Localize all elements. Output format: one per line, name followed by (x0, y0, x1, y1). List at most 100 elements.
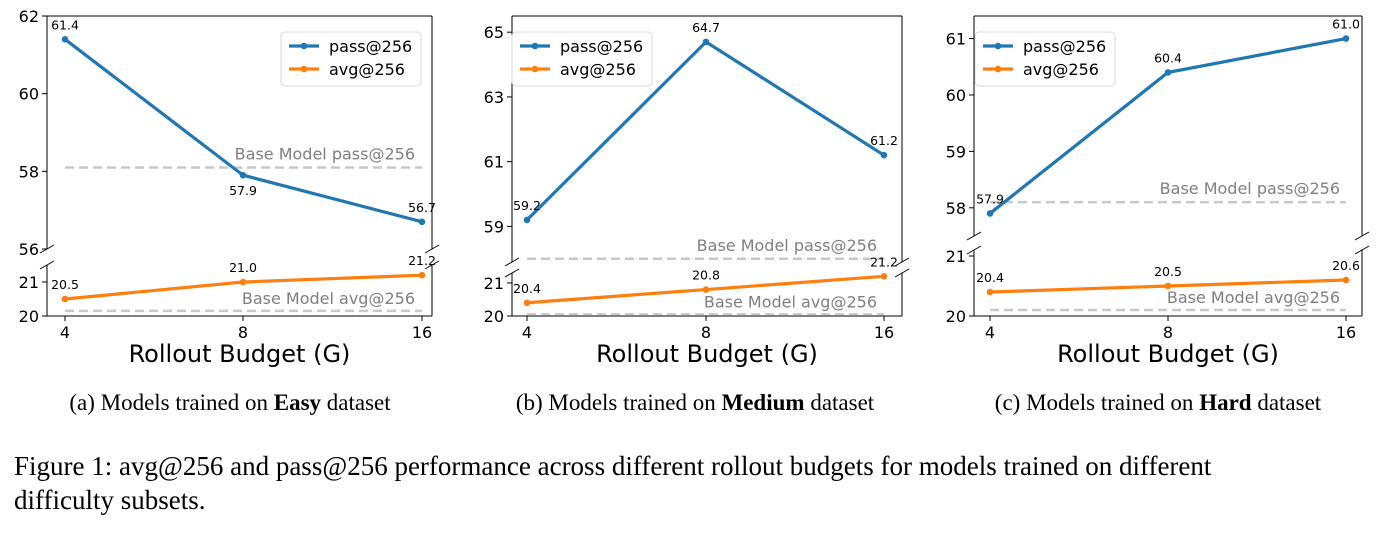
x-tick-label: 8 (238, 323, 248, 342)
data-label: 61.2 (870, 133, 898, 148)
x-axis-label: Rollout Budget (G) (596, 340, 818, 368)
data-point-pass (1342, 35, 1350, 42)
data-label: 56.7 (408, 200, 436, 215)
data-label: 59.2 (513, 198, 541, 213)
data-label: 20.4 (513, 281, 541, 296)
legend-entry-label: pass@256 (560, 37, 643, 56)
legend: pass@256 avg@256 (511, 31, 653, 87)
figure-caption-line2: difficulty subsets. (14, 485, 206, 515)
data-label: 64.7 (692, 20, 720, 35)
y-tick-label: 62 (19, 7, 39, 26)
data-point-pass (702, 38, 710, 46)
axis-break-mark-upper-right (1354, 231, 1370, 241)
x-tick-label: 8 (1163, 323, 1173, 342)
x-tick-label: 16 (1336, 323, 1356, 342)
x-axis-label: Rollout Budget (G) (129, 340, 351, 368)
data-point-avg (986, 288, 994, 296)
data-label: 61.4 (51, 17, 79, 32)
y-tick-label: 60 (19, 85, 39, 104)
base-model-avg-reference-label: Base Model avg@256 (242, 289, 415, 308)
axis-break-mark-lower-right (1354, 245, 1370, 255)
data-label: 21.2 (408, 253, 436, 268)
data-label: 20.8 (692, 268, 720, 283)
data-point-pass (880, 151, 888, 159)
legend-swatch-marker (300, 42, 308, 50)
base-model-avg-reference-label: Base Model avg@256 (704, 292, 877, 311)
data-label: 61.0 (1332, 17, 1360, 32)
base-model-pass-reference-label: Base Model pass@256 (235, 144, 415, 163)
legend-swatch-marker (300, 65, 308, 73)
data-label: 60.4 (1154, 50, 1182, 65)
y-tick-label: 59 (484, 217, 504, 236)
subcaption-b-post: dataset (804, 390, 875, 415)
base-model-pass-reference-label: Base Model pass@256 (1160, 179, 1340, 198)
data-point-avg (61, 295, 69, 303)
legend-swatch-marker (531, 65, 539, 73)
y-tick-label: 58 (946, 199, 966, 218)
y-tick-label: 63 (484, 88, 504, 107)
chart-panel-c: 58 59 60 61 20 21 4 8 16 Rollout Budget (G) Base M… (946, 15, 1370, 368)
data-point-pass (239, 171, 247, 179)
legend-entry-label: avg@256 (560, 60, 636, 79)
subcaption-a-bold: Easy (273, 390, 322, 415)
x-tick-label: 4 (985, 323, 995, 342)
axis-break-mark-lower-left (504, 268, 520, 278)
data-label: 57.9 (976, 191, 1004, 206)
data-point-pass (418, 218, 426, 226)
y-tick-label: 65 (484, 23, 504, 42)
data-point-avg (1164, 282, 1172, 290)
subcaption-b: (b) Models trained on Medium dataset (470, 390, 920, 416)
data-point-avg (880, 273, 888, 280)
x-tick-label: 4 (522, 323, 532, 342)
data-label: 57.9 (229, 183, 257, 198)
data-point-avg (702, 286, 710, 293)
axis-break-mark-upper-right (424, 244, 440, 254)
data-label: 21.2 (870, 254, 898, 269)
data-point-avg (239, 278, 247, 286)
x-axis-label: Rollout Budget (G) (1057, 340, 1279, 368)
data-point-avg (523, 299, 531, 307)
subcaption-a-post: dataset (321, 390, 391, 415)
y-tick-label: 21 (19, 273, 39, 292)
axis-break-mark-lower-right (424, 260, 440, 270)
subcaption-b-bold: Medium (721, 390, 805, 415)
chart-panel-a: 56 58 60 62 20 21 4 8 16 Rollout Budget (G) Base M… (19, 7, 440, 368)
data-point-pass (523, 216, 531, 224)
data-point-pass (986, 210, 994, 217)
y-tick-label: 20 (19, 307, 39, 326)
y-tick-label: 59 (946, 142, 966, 161)
legend-entry-label: pass@256 (1023, 37, 1106, 56)
data-point-avg (1342, 276, 1350, 284)
subcaption-c-pre: (c) Models trained on (994, 390, 1200, 415)
data-label: 20.5 (1154, 264, 1182, 279)
data-label: 20.4 (976, 270, 1004, 285)
legend-entry-label: avg@256 (329, 60, 405, 79)
axis-break-mark-lower-left (966, 245, 982, 255)
y-tick-label: 20 (484, 307, 504, 326)
axis-break-mark-lower-right (894, 268, 910, 278)
legend: pass@256 avg@256 (974, 31, 1116, 87)
figure-caption-line1: Figure 1: avg@256 and pass@256 performan… (14, 451, 1212, 481)
subcaption-a-pre: (a) Models trained on (69, 390, 274, 415)
x-tick-label: 4 (60, 323, 70, 342)
y-tick-label: 20 (946, 307, 966, 326)
data-label: 20.6 (1332, 258, 1360, 273)
data-point-avg (418, 271, 426, 279)
x-tick-label: 8 (701, 323, 711, 342)
data-point-pass (61, 36, 69, 43)
y-tick-label: 58 (19, 162, 39, 181)
data-point-pass (1164, 69, 1172, 76)
y-tick-label: 56 (19, 240, 39, 259)
legend-entry-label: pass@256 (329, 37, 412, 56)
data-label: 20.5 (51, 277, 79, 292)
subcaption-c: (c) Models trained on Hard dataset (948, 390, 1368, 416)
data-label: 21.0 (229, 260, 257, 275)
axis-break-mark-upper-left (504, 257, 520, 267)
base-model-avg-reference-label: Base Model avg@256 (1167, 288, 1340, 307)
y-tick-label: 21 (484, 274, 504, 293)
subcaption-c-bold: Hard (1199, 390, 1252, 415)
y-tick-label: 61 (946, 30, 966, 49)
subcaption-a: (a) Models trained on Easy dataset (20, 390, 440, 416)
y-tick-label: 61 (484, 153, 504, 172)
